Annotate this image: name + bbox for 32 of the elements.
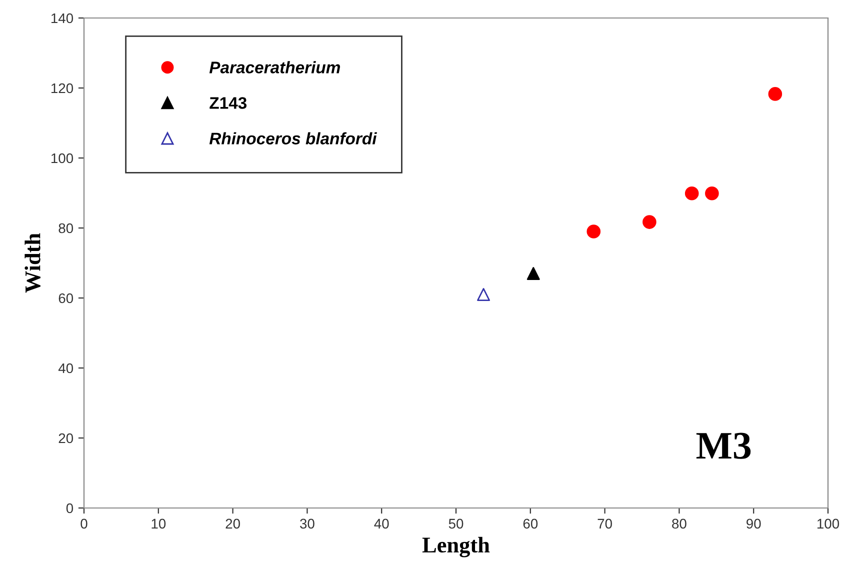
legend-label: Z143 bbox=[210, 97, 247, 109]
y-tick-label: 80 bbox=[58, 223, 74, 234]
point bbox=[768, 87, 782, 101]
x-tick-label: 100 bbox=[817, 518, 840, 529]
y-tick-label: 120 bbox=[51, 83, 74, 94]
x-tick-label: 60 bbox=[523, 518, 538, 529]
point bbox=[684, 186, 699, 200]
x-tick-label: 70 bbox=[598, 518, 612, 529]
x-tick-label: 40 bbox=[374, 518, 389, 529]
x-tick-label: 20 bbox=[226, 518, 240, 529]
point bbox=[586, 224, 601, 238]
point bbox=[477, 288, 490, 302]
y-tick-label: 140 bbox=[51, 13, 74, 24]
y-tick-label: 40 bbox=[58, 363, 74, 374]
y-axis-title: Width bbox=[24, 233, 40, 293]
x-tick-label: 90 bbox=[746, 518, 761, 529]
y-tick-label: 0 bbox=[66, 503, 74, 514]
point bbox=[526, 266, 540, 280]
x-tick-label: 80 bbox=[672, 518, 686, 529]
point bbox=[642, 215, 656, 229]
x-tick-label: 50 bbox=[448, 518, 464, 529]
y-tick-label: 60 bbox=[58, 293, 74, 304]
x-tick-label: 30 bbox=[300, 518, 314, 529]
y-tick-label: 100 bbox=[51, 153, 74, 164]
point bbox=[705, 186, 719, 200]
x-axis-title: Length bbox=[422, 536, 490, 558]
annotation: M3 bbox=[696, 432, 751, 459]
legend-label: Paraceratherium bbox=[209, 61, 340, 74]
x-tick-label: 0 bbox=[80, 518, 88, 529]
x-tick-label: 10 bbox=[152, 518, 166, 529]
legend-label: Rhinoceros blanfordi bbox=[209, 132, 378, 144]
y-tick-label: 20 bbox=[58, 433, 74, 444]
